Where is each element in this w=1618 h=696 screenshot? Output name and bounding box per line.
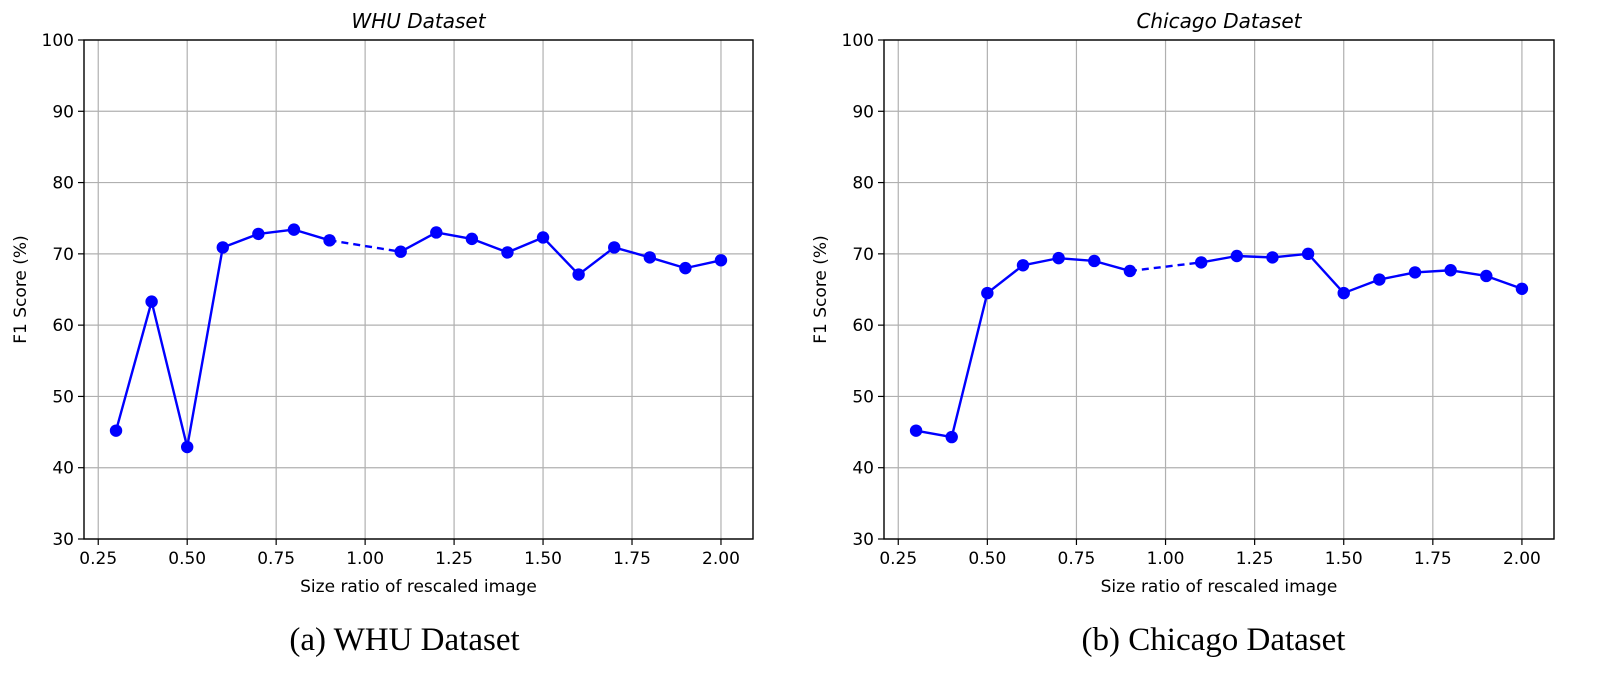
y-tick-label: 60 (852, 316, 874, 336)
x-tick-label: 1.50 (524, 549, 562, 569)
y-axis-label: F1 Score (%) (11, 235, 31, 343)
data-point (1480, 269, 1493, 283)
data-point (643, 251, 657, 264)
data-point (714, 254, 728, 267)
data-point (180, 440, 194, 454)
data-point (1373, 273, 1386, 286)
data-point (1301, 247, 1315, 261)
series-line (114, 228, 330, 449)
x-tick-label: 0.75 (1058, 549, 1096, 569)
x-tick-label: 1.75 (613, 549, 651, 569)
chart-b: 0.25 0.50 0.75 1.00 1.25 1.50 1.75 2.00 30 40 50 60… (811, 9, 1555, 597)
x-tick-label: 0.25 (79, 549, 117, 569)
y-tick-label: 30 (52, 530, 74, 550)
series-line (1200, 252, 1523, 295)
data-point (109, 424, 123, 437)
chart-title: Chicago Dataset (1136, 9, 1302, 33)
data-point (536, 231, 550, 244)
y-tick-label: 50 (852, 387, 874, 407)
data-point (981, 286, 994, 300)
data-point (1515, 282, 1529, 295)
x-tick-label: 1.25 (1236, 549, 1274, 569)
y-tick-label: 100 (842, 31, 874, 51)
series-line (400, 231, 722, 276)
data-point (1444, 264, 1457, 277)
y-tick-label: 30 (852, 530, 874, 550)
data-point (287, 223, 301, 236)
chart-title: WHU Dataset (351, 9, 486, 33)
x-tick-label: 0.25 (879, 549, 917, 569)
x-tick-label: 0.75 (257, 549, 295, 569)
data-point (1088, 254, 1101, 268)
data-point (1194, 256, 1208, 269)
data-point (465, 232, 479, 246)
data-point (394, 245, 407, 258)
y-tick-label: 40 (852, 459, 874, 479)
data-point (945, 430, 958, 444)
data-point (145, 295, 158, 308)
y-tick-label: 90 (52, 102, 74, 122)
x-tick-label: 0.50 (968, 549, 1006, 569)
y-tick-label: 100 (42, 31, 74, 51)
data-point (1016, 259, 1030, 272)
data-point (1266, 251, 1279, 264)
x-tick-label: 0.50 (168, 549, 206, 569)
caption-a: (a) WHU Dataset (289, 622, 520, 658)
y-axis-label: F1 Score (%) (811, 235, 831, 343)
data-point (1230, 249, 1244, 263)
y-tick-label: 90 (852, 102, 874, 122)
axes-frame (883, 39, 1555, 540)
data-point (216, 241, 229, 254)
axes-frame (83, 39, 754, 540)
data-point (1123, 264, 1137, 278)
data-point (1408, 266, 1422, 279)
data-point (252, 227, 265, 241)
x-tick-label: 2.00 (702, 549, 740, 569)
y-tick-label: 70 (52, 245, 74, 265)
data-point (608, 241, 621, 254)
data-point (572, 268, 585, 281)
data-point (909, 424, 923, 437)
x-tick-label: 1.00 (1147, 549, 1185, 569)
chart-a: 0.25 0.50 0.75 1.00 1.25 1.50 1.75 2.00 30 40 50 60… (11, 9, 754, 597)
data-point (1337, 286, 1350, 300)
data-point (501, 246, 514, 259)
y-tick-label: 40 (52, 459, 74, 479)
data-point (1052, 251, 1065, 265)
y-tick-label: 70 (852, 245, 874, 265)
x-tick-label: 1.25 (435, 549, 473, 569)
y-tick-label: 80 (52, 174, 74, 194)
data-point (323, 234, 336, 247)
x-tick-label: 1.50 (1325, 549, 1363, 569)
caption-b: (b) Chicago Dataset (1081, 622, 1346, 658)
series-line (915, 256, 1131, 439)
x-axis-label: Size ratio of rescaled image (300, 577, 537, 597)
series-line-dashed (329, 239, 401, 253)
y-tick-label: 60 (52, 316, 74, 336)
y-tick-label: 80 (852, 174, 874, 194)
x-tick-label: 1.75 (1414, 549, 1452, 569)
y-tick-label: 50 (52, 387, 74, 407)
x-tick-label: 2.00 (1503, 549, 1541, 569)
x-axis-label: Size ratio of rescaled image (1101, 577, 1338, 597)
data-point (679, 261, 692, 275)
data-point (430, 226, 443, 239)
x-tick-label: 1.00 (346, 549, 384, 569)
